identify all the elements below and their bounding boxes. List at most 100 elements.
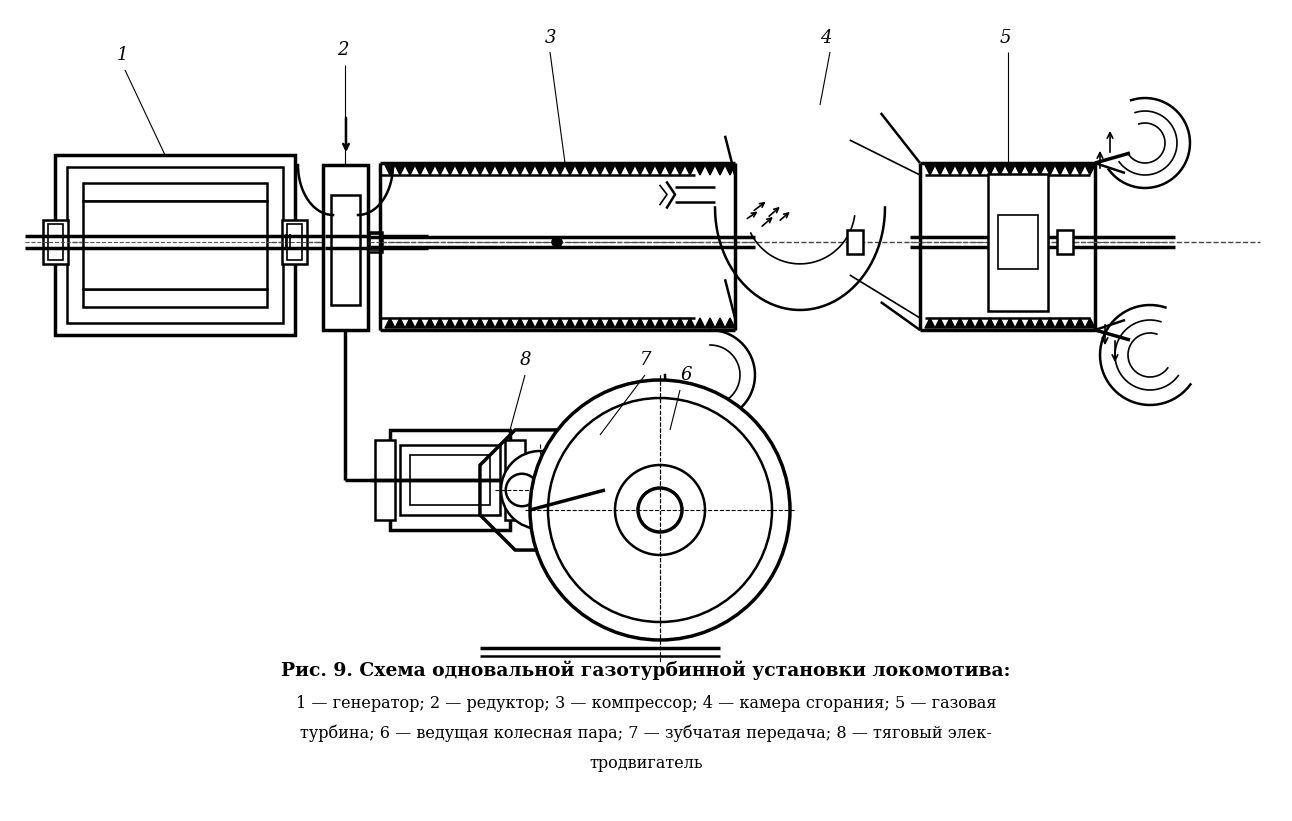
Polygon shape xyxy=(605,165,615,175)
Polygon shape xyxy=(695,318,705,328)
Text: 8: 8 xyxy=(519,351,531,369)
Polygon shape xyxy=(395,318,404,328)
Polygon shape xyxy=(1045,165,1056,175)
Polygon shape xyxy=(655,318,665,328)
Bar xyxy=(401,445,500,515)
Polygon shape xyxy=(435,318,444,328)
Bar xyxy=(368,232,382,252)
Polygon shape xyxy=(615,318,625,328)
Text: турбина; 6 — ведущая колесная пара; 7 — зубчатая передача; 8 — тяговый элек-: турбина; 6 — ведущая колесная пара; 7 — … xyxy=(300,725,992,742)
Polygon shape xyxy=(455,318,465,328)
Bar xyxy=(997,214,1037,269)
Polygon shape xyxy=(505,165,516,175)
Polygon shape xyxy=(385,318,395,328)
Polygon shape xyxy=(1025,318,1035,328)
Polygon shape xyxy=(995,318,1005,328)
Polygon shape xyxy=(1085,165,1096,175)
Bar xyxy=(410,455,490,505)
Text: 4: 4 xyxy=(820,29,832,47)
Polygon shape xyxy=(465,165,475,175)
Polygon shape xyxy=(705,318,714,328)
Polygon shape xyxy=(725,318,735,328)
Polygon shape xyxy=(1035,165,1045,175)
Polygon shape xyxy=(695,165,705,175)
Text: 7: 7 xyxy=(640,351,651,369)
Polygon shape xyxy=(645,165,655,175)
Polygon shape xyxy=(605,318,615,328)
Polygon shape xyxy=(425,318,435,328)
Bar xyxy=(848,230,863,254)
Polygon shape xyxy=(535,165,545,175)
Polygon shape xyxy=(1025,165,1035,175)
Polygon shape xyxy=(625,318,634,328)
Polygon shape xyxy=(575,318,585,328)
Text: 1: 1 xyxy=(118,46,128,64)
Polygon shape xyxy=(955,165,965,175)
Polygon shape xyxy=(685,165,695,175)
Circle shape xyxy=(530,380,789,640)
Polygon shape xyxy=(1005,165,1016,175)
Polygon shape xyxy=(444,165,455,175)
Polygon shape xyxy=(1085,318,1096,328)
Bar xyxy=(56,155,295,335)
Polygon shape xyxy=(965,318,975,328)
Text: 2: 2 xyxy=(337,41,349,59)
Polygon shape xyxy=(435,165,444,175)
Polygon shape xyxy=(556,318,565,328)
Polygon shape xyxy=(545,165,556,175)
Polygon shape xyxy=(955,318,965,328)
Bar xyxy=(505,440,525,520)
Polygon shape xyxy=(585,318,596,328)
Polygon shape xyxy=(484,165,495,175)
Polygon shape xyxy=(944,165,955,175)
Polygon shape xyxy=(444,318,455,328)
Polygon shape xyxy=(665,318,674,328)
Polygon shape xyxy=(465,318,475,328)
Polygon shape xyxy=(714,318,725,328)
Polygon shape xyxy=(1035,318,1045,328)
Bar xyxy=(1057,230,1072,254)
Polygon shape xyxy=(475,318,484,328)
Bar xyxy=(83,201,267,289)
Polygon shape xyxy=(385,165,395,175)
Polygon shape xyxy=(415,165,425,175)
Polygon shape xyxy=(714,165,725,175)
Polygon shape xyxy=(575,165,585,175)
Polygon shape xyxy=(645,318,655,328)
Bar xyxy=(83,183,267,201)
Circle shape xyxy=(553,238,561,246)
Bar xyxy=(323,165,368,330)
Polygon shape xyxy=(1065,318,1075,328)
Text: тродвигатель: тродвигатель xyxy=(589,755,703,772)
Bar xyxy=(67,167,283,323)
Circle shape xyxy=(505,474,539,507)
Polygon shape xyxy=(634,165,645,175)
Polygon shape xyxy=(625,165,634,175)
Polygon shape xyxy=(1056,318,1065,328)
Polygon shape xyxy=(1005,318,1016,328)
Polygon shape xyxy=(1065,165,1075,175)
Polygon shape xyxy=(535,318,545,328)
Bar xyxy=(987,173,1048,310)
Bar xyxy=(43,220,68,264)
Circle shape xyxy=(535,480,554,500)
Polygon shape xyxy=(985,165,995,175)
Text: 1 — генератор; 2 — редуктор; 3 — компрессор; 4 — камера сгорания; 5 — газовая: 1 — генератор; 2 — редуктор; 3 — компрес… xyxy=(296,695,996,712)
Text: Рис. 9. Схема одновальной газотурбинной установки локомотива:: Рис. 9. Схема одновальной газотурбинной … xyxy=(282,660,1010,680)
Text: 3: 3 xyxy=(545,29,557,47)
Polygon shape xyxy=(395,165,404,175)
Polygon shape xyxy=(404,165,415,175)
Polygon shape xyxy=(475,165,484,175)
Polygon shape xyxy=(995,165,1005,175)
Polygon shape xyxy=(516,318,525,328)
Polygon shape xyxy=(565,165,575,175)
Polygon shape xyxy=(634,318,645,328)
Polygon shape xyxy=(655,165,665,175)
Polygon shape xyxy=(925,318,935,328)
Polygon shape xyxy=(944,318,955,328)
Polygon shape xyxy=(935,165,944,175)
Polygon shape xyxy=(596,318,605,328)
Polygon shape xyxy=(495,318,505,328)
Polygon shape xyxy=(415,318,425,328)
Polygon shape xyxy=(1016,318,1025,328)
